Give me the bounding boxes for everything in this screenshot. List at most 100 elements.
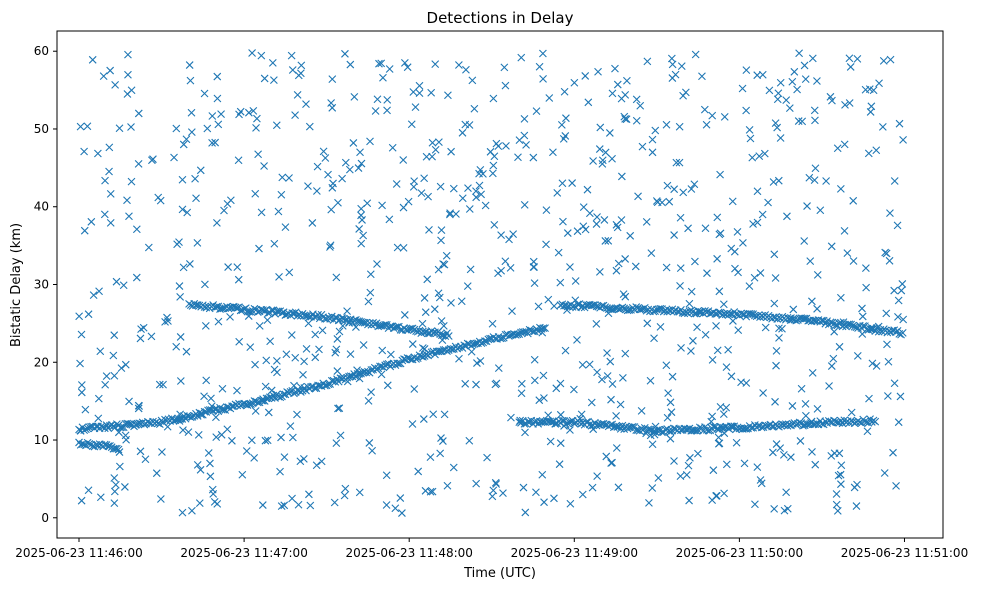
clutter-marker [425, 226, 433, 234]
clutter-marker [203, 124, 212, 133]
clutter-marker [106, 189, 115, 198]
clutter-marker [829, 354, 838, 363]
clutter-marker [676, 282, 684, 290]
clutter-marker [299, 454, 308, 463]
clutter-marker [350, 92, 359, 101]
clutter-marker [111, 480, 120, 489]
clutter-marker [409, 88, 418, 96]
clutter-marker [607, 459, 615, 467]
clutter-marker [125, 397, 133, 406]
clutter-marker [408, 340, 417, 348]
clutter-marker [782, 488, 791, 497]
clutter-marker [364, 396, 373, 405]
y-tick-label: 10 [34, 433, 49, 447]
clutter-marker [751, 500, 759, 509]
clutter-marker [898, 280, 907, 288]
clutter-marker [421, 308, 430, 317]
clutter-marker [770, 250, 779, 259]
clutter-marker [798, 117, 807, 126]
clutter-marker [207, 402, 216, 411]
clutter-marker [80, 147, 88, 156]
clutter-marker [713, 213, 722, 222]
clutter-marker [775, 334, 783, 342]
clutter-marker [647, 249, 656, 258]
clutter-marker [742, 106, 751, 115]
clutter-marker [210, 497, 219, 506]
clutter-marker [134, 404, 143, 413]
clutter-marker [530, 279, 539, 288]
clutter-marker [535, 396, 544, 405]
clutter-marker [313, 162, 322, 171]
clutter-marker [788, 77, 797, 86]
clutter-marker [508, 307, 516, 315]
track-marker [253, 308, 262, 317]
y-tick-label: 30 [34, 278, 49, 292]
clutter-marker [332, 273, 341, 282]
clutter-marker [121, 360, 130, 369]
clutter-marker [598, 159, 607, 168]
clutter-marker [841, 101, 849, 109]
clutter-marker [328, 103, 337, 112]
clutter-marker [439, 321, 448, 330]
clutter-marker [442, 251, 451, 260]
clutter-marker [544, 411, 553, 420]
clutter-marker [583, 185, 592, 194]
clutter-marker [87, 217, 96, 226]
clutter-marker [555, 460, 564, 469]
clutter-marker [377, 370, 386, 379]
clutter-marker [356, 148, 364, 157]
clutter-marker [836, 293, 845, 302]
clutter-marker [352, 323, 360, 331]
clutter-marker [261, 382, 270, 391]
clutter-marker [684, 224, 692, 233]
clutter-marker [437, 236, 445, 245]
track-marker [778, 420, 787, 429]
clutter-marker [760, 149, 769, 158]
clutter-marker [830, 327, 839, 336]
clutter-marker [728, 197, 737, 206]
clutter-marker [663, 413, 672, 422]
clutter-marker [534, 302, 543, 311]
clutter-marker [882, 249, 891, 258]
clutter-marker [440, 410, 449, 419]
clutter-marker [257, 208, 266, 217]
clutter-marker [141, 455, 150, 464]
clutter-marker [155, 380, 164, 389]
clutter-marker [340, 491, 349, 500]
clutter-marker [270, 365, 279, 374]
clutter-marker [893, 221, 902, 230]
clutter-marker [740, 459, 749, 468]
clutter-marker [737, 378, 745, 387]
clutter-marker [266, 337, 275, 346]
clutter-marker [214, 120, 223, 129]
x-tick-label: 2025-06-23 11:46:00 [15, 546, 142, 560]
clutter-marker [291, 353, 300, 362]
chart-title: Detections in Delay [427, 9, 574, 27]
track-marker [217, 405, 226, 414]
clutter-marker [365, 439, 374, 447]
clutter-marker [179, 263, 188, 272]
clutter-marker [244, 108, 253, 117]
clutter-marker [288, 433, 297, 442]
clutter-marker [196, 465, 205, 474]
clutter-marker [720, 113, 729, 121]
clutter-marker [175, 417, 184, 425]
clutter-marker [465, 121, 474, 129]
clutter-marker [172, 342, 181, 351]
clutter-marker [280, 453, 289, 461]
clutter-marker [849, 196, 858, 205]
clutter-marker [260, 74, 269, 83]
clutter-marker [621, 115, 629, 123]
clutter-marker [280, 501, 289, 510]
clutter-marker [278, 173, 287, 182]
clutter-marker [383, 95, 392, 104]
clutter-marker [110, 474, 119, 482]
clutter-marker [326, 241, 335, 250]
track-marker [843, 320, 852, 329]
clutter-marker [268, 59, 277, 67]
clutter-marker [277, 433, 285, 442]
clutter-marker [488, 319, 497, 328]
clutter-marker [400, 59, 409, 67]
clutter-marker [269, 76, 278, 84]
clutter-marker [434, 289, 443, 298]
